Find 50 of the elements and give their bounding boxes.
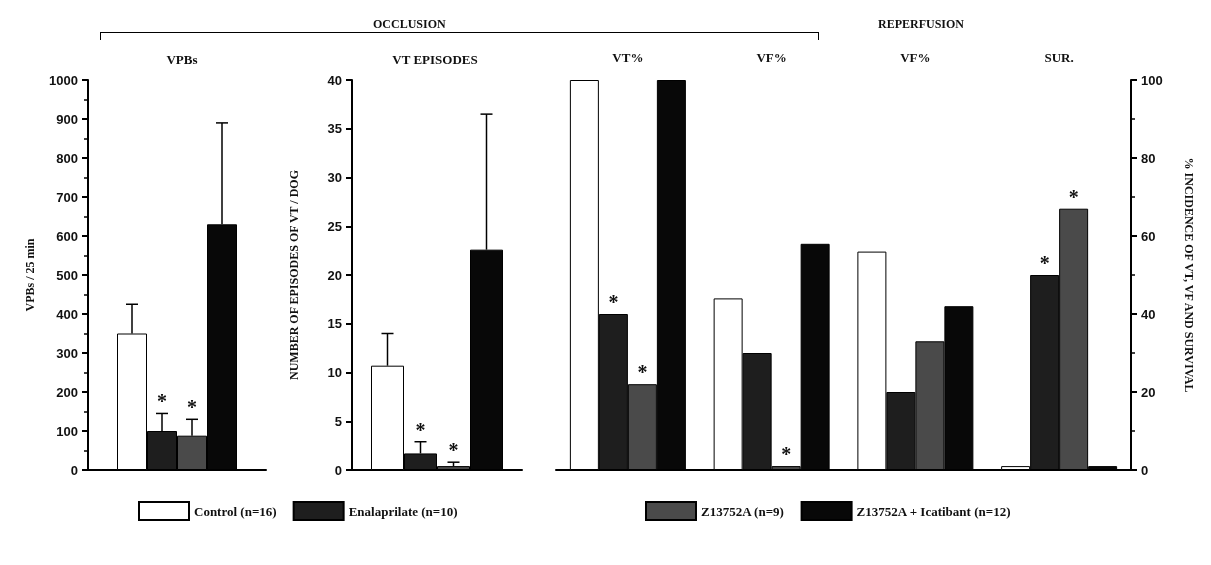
y-tick-label: 40 [327, 72, 342, 88]
legend-label: Control (n=16) [194, 503, 277, 519]
y-tick-label: 35 [327, 121, 342, 137]
y-axis-title: VPBs / 25 min [23, 238, 37, 312]
data-label: * [448, 439, 459, 462]
y2-tick-label: 80 [1141, 150, 1156, 166]
y-tick-label: 500 [56, 267, 78, 283]
x-tick-label: VF% [756, 50, 787, 65]
y-tick-label: 600 [56, 228, 78, 244]
y-tick-label: 800 [56, 150, 78, 166]
y-tick-label: 300 [56, 345, 78, 361]
data-label: * [781, 443, 792, 466]
y-tick-label: 20 [327, 267, 342, 283]
data-label: * [637, 361, 648, 384]
y-tick-label: 10 [327, 365, 342, 380]
y2-tick-label: 60 [1141, 228, 1156, 244]
y-tick-label: 400 [56, 306, 78, 322]
data-label: * [608, 291, 619, 313]
y2-axis-title: % INCIDENCE OF VT, VF AND SURVIVAL [1182, 157, 1196, 393]
data-label: * [1068, 185, 1079, 208]
y-tick-label: 5 [334, 413, 342, 429]
y-tick-label: 15 [327, 316, 342, 332]
x-tick-label: VT% [612, 50, 644, 65]
y-tick-label: 200 [56, 384, 78, 400]
data-label: * [415, 418, 426, 441]
text: REPERFUSION [878, 17, 965, 31]
text: OCCLUSION [373, 17, 447, 31]
data-label: * [1039, 252, 1050, 274]
chart-title: VT EPISODES [392, 52, 478, 67]
y-tick-label: 0 [70, 462, 78, 478]
y2-tick-label: 40 [1141, 306, 1156, 322]
y-tick-label: 0 [334, 462, 342, 478]
y-tick-label: 100 [56, 423, 78, 439]
y2-tick-label: 100 [1141, 72, 1163, 88]
y-tick-label: 30 [327, 170, 342, 185]
x-tick-label: VF% [900, 50, 931, 65]
y-tick-label: 700 [56, 189, 78, 205]
y2-tick-label: 0 [1141, 462, 1149, 478]
legend-label: Z13752A (n=9) [701, 503, 784, 519]
legend-label: Enalaprilate (n=10) [348, 503, 458, 519]
legend-label: Z13752A + Icatibant (n=12) [856, 503, 1011, 519]
y-axis-title: NUMBER OF EPISODES OF VT / DOG [287, 169, 301, 381]
y-tick-label: 25 [327, 218, 342, 234]
y-tick-label: 900 [56, 111, 78, 127]
data-label: * [187, 396, 197, 419]
y2-tick-label: 20 [1141, 384, 1156, 400]
y-tick-label: 1000 [49, 72, 78, 88]
data-label: * [157, 390, 167, 413]
chart-title: VPBs [166, 52, 198, 67]
x-tick-label: SUR. [1044, 50, 1074, 65]
